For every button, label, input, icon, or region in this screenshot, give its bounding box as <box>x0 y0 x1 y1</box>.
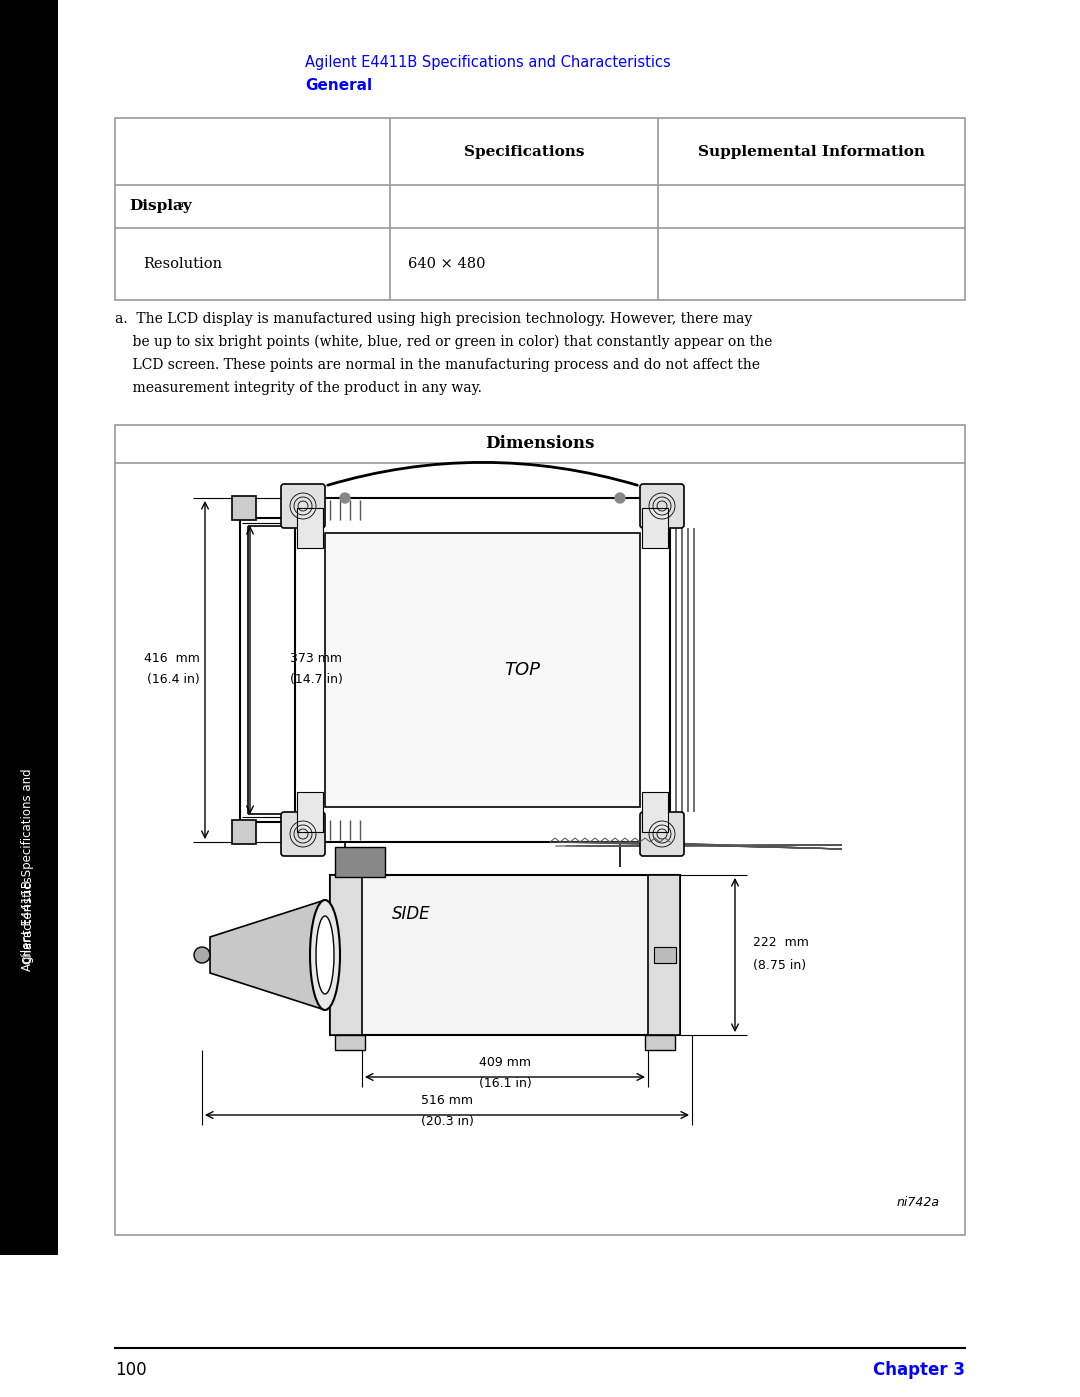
Bar <box>0 0 58 1255</box>
Text: Chapter 3: Chapter 3 <box>873 1361 966 1379</box>
Text: Display: Display <box>129 198 192 212</box>
Text: 416  mm: 416 mm <box>144 651 200 665</box>
Bar <box>297 509 323 548</box>
Polygon shape <box>210 900 325 1010</box>
Text: be up to six bright points (white, blue, red or green in color) that constantly : be up to six bright points (white, blue,… <box>114 335 772 349</box>
Text: 409 mm: 409 mm <box>480 1056 531 1070</box>
Text: SIDE: SIDE <box>392 905 431 923</box>
Text: measurement integrity of the product in any way.: measurement integrity of the product in … <box>114 381 482 395</box>
Bar <box>325 534 640 807</box>
Text: 373 mm: 373 mm <box>291 651 342 665</box>
Bar <box>114 425 966 1235</box>
Text: 516 mm: 516 mm <box>421 1094 473 1108</box>
Bar <box>642 509 669 548</box>
Bar <box>330 875 680 1035</box>
Text: 100: 100 <box>114 1361 147 1379</box>
Text: (20.3 in): (20.3 in) <box>420 1115 473 1127</box>
Bar <box>645 1035 675 1051</box>
Text: (14.7 in): (14.7 in) <box>291 673 342 686</box>
Bar <box>297 792 323 833</box>
Bar <box>232 820 256 844</box>
Text: Supplemental Information: Supplemental Information <box>698 145 924 159</box>
Bar <box>114 117 966 300</box>
Text: Dimensions: Dimensions <box>485 436 595 453</box>
Text: Agilent E4411B Specifications and: Agilent E4411B Specifications and <box>22 768 35 971</box>
Text: (16.1 in): (16.1 in) <box>478 1077 531 1090</box>
Ellipse shape <box>316 916 334 995</box>
Text: Resolution: Resolution <box>143 257 222 271</box>
FancyBboxPatch shape <box>640 812 684 856</box>
Text: (8.75 in): (8.75 in) <box>753 958 806 971</box>
Text: ni742a: ni742a <box>897 1196 940 1210</box>
Text: Specifications: Specifications <box>463 145 584 159</box>
FancyBboxPatch shape <box>640 483 684 528</box>
Bar <box>232 496 256 520</box>
Text: General: General <box>305 78 373 94</box>
Text: 222  mm: 222 mm <box>753 936 809 950</box>
Bar <box>642 792 669 833</box>
Text: TOP: TOP <box>504 661 540 679</box>
Text: 640 × 480: 640 × 480 <box>408 257 486 271</box>
Text: Characteristics: Characteristics <box>22 876 35 964</box>
Text: LCD screen. These points are normal in the manufacturing process and do not affe: LCD screen. These points are normal in t… <box>114 358 760 372</box>
Bar <box>654 947 676 963</box>
FancyBboxPatch shape <box>281 483 325 528</box>
Circle shape <box>340 493 350 503</box>
Circle shape <box>615 493 625 503</box>
Bar <box>648 875 680 1035</box>
Bar <box>335 847 384 877</box>
Text: a.  The LCD display is manufactured using high precision technology. However, th: a. The LCD display is manufactured using… <box>114 312 753 326</box>
Circle shape <box>194 947 210 963</box>
Bar <box>330 875 362 1035</box>
Bar <box>335 1035 365 1051</box>
Text: (16.4 in): (16.4 in) <box>147 673 200 686</box>
Text: a: a <box>178 200 184 210</box>
Ellipse shape <box>310 900 340 1010</box>
Text: Agilent E4411B Specifications and Characteristics: Agilent E4411B Specifications and Charac… <box>305 54 671 70</box>
FancyBboxPatch shape <box>281 812 325 856</box>
